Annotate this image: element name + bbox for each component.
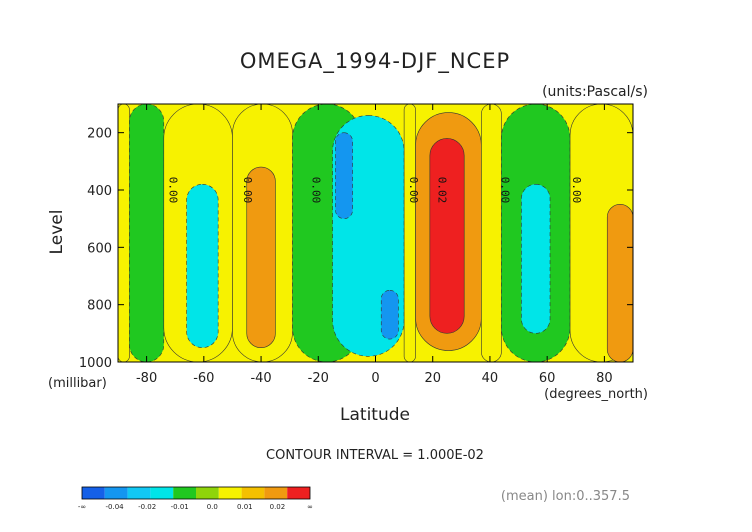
contour-region [403, 103, 416, 363]
colorbar-bin [104, 487, 128, 499]
colorbar-tick-label: 0.01 [237, 503, 253, 511]
x-tick-label: 20 [424, 371, 441, 386]
colorbar-bin [196, 487, 219, 499]
colorbar-tick-label: -0.04 [106, 503, 125, 511]
contour-label: 0.02 [435, 177, 448, 204]
x-tick-label: -20 [308, 371, 329, 386]
contour-region [521, 183, 551, 334]
x-unit-label: (degrees_north) [544, 387, 648, 402]
colorbar-tick-label: ∞ [307, 503, 313, 511]
contour-region [335, 132, 353, 219]
colorbar-bin [82, 487, 105, 499]
colorbar-bin [264, 487, 288, 499]
colorbar-bin [218, 487, 242, 499]
contour-label: 0.00 [310, 177, 323, 204]
colorbar-bin [150, 487, 174, 499]
contour-region [606, 204, 634, 363]
colorbar-tick-label: -0.01 [171, 503, 189, 511]
contour-region [129, 103, 165, 363]
contour-region [117, 103, 130, 363]
x-tick-label: 0 [371, 371, 379, 386]
chart-title: OMEGA_1994-DJF_NCEP [240, 49, 510, 74]
contour-region [380, 290, 399, 340]
x-tick-label: -60 [193, 371, 214, 386]
units-label: (units:Pascal/s) [542, 84, 648, 100]
colorbar: -∞ -0.04 -0.02 -0.01 0.0 0.01 0.02 ∞ [78, 486, 313, 511]
colorbar-frame [81, 486, 311, 500]
x-axis-label: Latitude [340, 405, 410, 425]
colorbar-tick-label: -0.02 [138, 503, 156, 511]
contour-region [186, 183, 219, 348]
contour-region [246, 166, 276, 348]
y-axis-label: Level [47, 210, 67, 255]
x-tick-label: 40 [482, 371, 499, 386]
colorbar-bin [287, 487, 310, 499]
y-axis-ticks: 200 400 600 800 1000 [79, 127, 633, 371]
contour-label: 0.00 [407, 177, 420, 204]
footer-text: (mean) lon:0..357.5 [501, 489, 630, 504]
y-tick-label: 400 [87, 184, 112, 199]
contour-labels: 0.00 0.00 0.00 0.00 0.02 0.00 0.00 [167, 177, 583, 204]
contour-region [481, 103, 502, 363]
colorbar-bin [241, 487, 265, 499]
contour-region [429, 138, 465, 334]
contour-interval-text: CONTOUR INTERVAL = 1.000E-02 [266, 448, 484, 463]
y-tick-label: 600 [87, 241, 112, 256]
y-tick-label: 1000 [79, 356, 112, 371]
x-tick-label: -80 [136, 371, 157, 386]
x-tick-label: 80 [596, 371, 613, 386]
colorbar-bin [127, 487, 151, 499]
colorbar-bin [173, 487, 196, 499]
contour-label: 0.00 [498, 177, 511, 204]
contour-label: 0.00 [167, 177, 180, 204]
colorbar-tick-label: 0.0 [207, 503, 218, 511]
x-tick-label: 60 [539, 371, 556, 386]
contour-label: 0.00 [241, 177, 254, 204]
contour-label: 0.00 [570, 177, 583, 204]
contour-field [117, 103, 634, 363]
y-tick-label: 200 [87, 127, 112, 142]
colorbar-tick-label: 0.02 [270, 503, 286, 511]
x-tick-label: -40 [250, 371, 271, 386]
y-unit-label: (millibar) [48, 376, 107, 391]
y-tick-label: 800 [87, 299, 112, 314]
colorbar-tick-label: -∞ [78, 503, 86, 511]
x-axis-ticks: -80 -60 -40 -20 0 20 40 60 80 [136, 104, 613, 386]
